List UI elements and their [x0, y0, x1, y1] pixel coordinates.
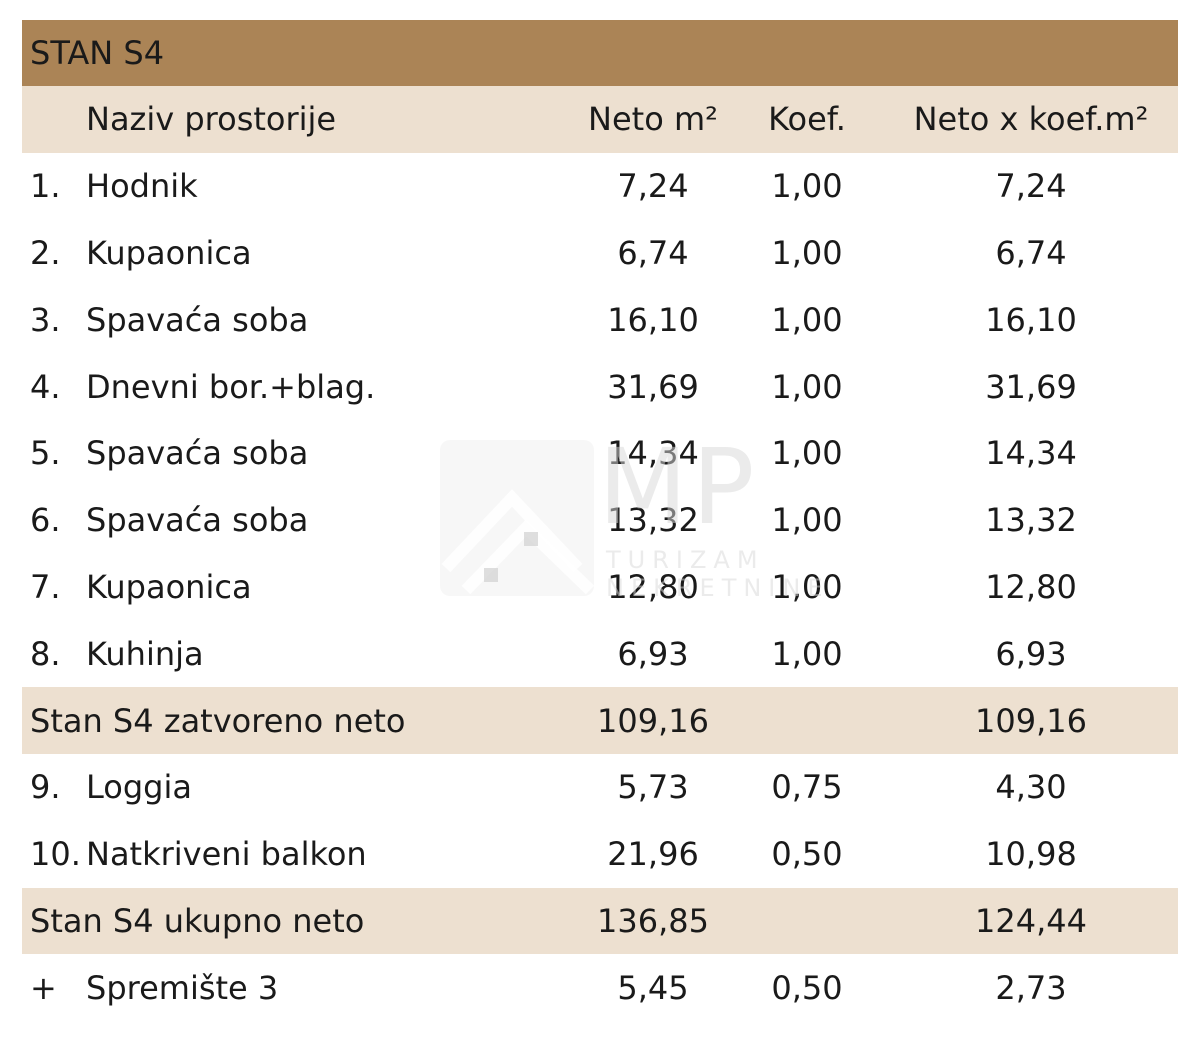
- subtotal-label: Stan S4 zatvoreno neto: [30, 701, 406, 740]
- subtotal-label: Stan S4 ukupno neto: [30, 901, 365, 940]
- table-row: 7. Kupaonica 12,80 1,00 12,80: [22, 554, 1178, 621]
- table-header-row: Naziv prostorije Neto m² Koef. Neto x ko…: [22, 86, 1178, 153]
- table-row: 6. Spavaća soba 13,32 1,00 13,32: [22, 487, 1178, 554]
- table-row: 1. Hodnik 7,24 1,00 7,24: [22, 153, 1178, 220]
- subtotal-neto-koef: 124,44: [975, 901, 1087, 940]
- table-title: STAN S4: [22, 20, 1178, 86]
- row-number: 5.: [30, 434, 61, 473]
- header-neto: Neto m²: [588, 100, 718, 139]
- room-name: Natkriveni balkon: [86, 835, 367, 874]
- neto-value: 5,73: [617, 768, 689, 807]
- neto-value: 7,24: [617, 167, 689, 206]
- subtotal-neto: 136,85: [597, 901, 709, 940]
- room-area-table: STAN S4 Naziv prostorije Neto m² Koef. N…: [22, 20, 1178, 1021]
- neto-value: 31,69: [607, 367, 699, 406]
- table-row: 10. Natkriveni balkon 21,96 0,50 10,98: [22, 821, 1178, 888]
- subtotal-neto: 109,16: [597, 701, 709, 740]
- koef-value: 0,75: [771, 768, 843, 807]
- room-name: Spavaća soba: [86, 300, 309, 339]
- subtotal-total-row: Stan S4 ukupno neto 136,85 124,44: [22, 887, 1178, 955]
- room-name: Spavaća soba: [86, 434, 309, 473]
- koef-value: 0,50: [771, 968, 843, 1007]
- row-number: 10.: [30, 835, 81, 874]
- room-name: Hodnik: [86, 167, 198, 206]
- neto-koef-value: 4,30: [995, 768, 1067, 807]
- row-number: 9.: [30, 768, 61, 807]
- neto-value: 14,34: [607, 434, 699, 473]
- koef-value: 1,00: [771, 367, 843, 406]
- table-row: 9. Loggia 5,73 0,75 4,30: [22, 754, 1178, 821]
- room-name: Kupaonica: [86, 233, 252, 272]
- room-name: Kupaonica: [86, 567, 252, 606]
- header-room-name: Naziv prostorije: [86, 100, 337, 139]
- koef-value: 1,00: [771, 233, 843, 272]
- neto-value: 5,45: [617, 968, 689, 1007]
- neto-koef-value: 13,32: [985, 501, 1077, 540]
- neto-value: 16,10: [607, 300, 699, 339]
- neto-koef-value: 16,10: [985, 300, 1077, 339]
- header-koef: Koef.: [768, 100, 846, 139]
- neto-koef-value: 31,69: [985, 367, 1077, 406]
- neto-koef-value: 6,93: [995, 634, 1067, 673]
- neto-koef-value: 12,80: [985, 567, 1077, 606]
- neto-koef-value: 10,98: [985, 835, 1077, 874]
- room-name: Spremište 3: [86, 968, 279, 1007]
- table-row: 3. Spavaća soba 16,10 1,00 16,10: [22, 286, 1178, 353]
- neto-value: 6,74: [617, 233, 689, 272]
- neto-koef-value: 6,74: [995, 233, 1067, 272]
- room-name: Loggia: [86, 768, 192, 807]
- koef-value: 1,00: [771, 167, 843, 206]
- room-name: Dnevni bor.+blag.: [86, 367, 376, 406]
- row-number: +: [30, 968, 57, 1007]
- table-row: 8. Kuhinja 6,93 1,00 6,93: [22, 620, 1178, 687]
- koef-value: 1,00: [771, 501, 843, 540]
- header-neto-koef: Neto x koef.m²: [913, 100, 1149, 139]
- subtotal-closed-row: Stan S4 zatvoreno neto 109,16 109,16: [22, 687, 1178, 754]
- neto-koef-value: 2,73: [995, 968, 1067, 1007]
- row-number: 7.: [30, 567, 61, 606]
- neto-koef-value: 7,24: [995, 167, 1067, 206]
- neto-value: 13,32: [607, 501, 699, 540]
- row-number: 2.: [30, 233, 61, 272]
- koef-value: 1,00: [771, 300, 843, 339]
- row-number: 6.: [30, 501, 61, 540]
- table-row: 4. Dnevni bor.+blag. 31,69 1,00 31,69: [22, 353, 1178, 420]
- neto-koef-value: 14,34: [985, 434, 1077, 473]
- neto-value: 12,80: [607, 567, 699, 606]
- koef-value: 1,00: [771, 634, 843, 673]
- koef-value: 0,50: [771, 835, 843, 874]
- room-name: Kuhinja: [86, 634, 204, 673]
- row-number: 1.: [30, 167, 61, 206]
- table-row: 5. Spavaća soba 14,34 1,00 14,34: [22, 420, 1178, 487]
- koef-value: 1,00: [771, 567, 843, 606]
- koef-value: 1,00: [771, 434, 843, 473]
- row-number: 8.: [30, 634, 61, 673]
- storage-row: + Spremište 3 5,45 0,50 2,73: [22, 954, 1178, 1021]
- room-name: Spavaća soba: [86, 501, 309, 540]
- table-row: 2. Kupaonica 6,74 1,00 6,74: [22, 220, 1178, 287]
- neto-value: 21,96: [607, 835, 699, 874]
- row-number: 4.: [30, 367, 61, 406]
- neto-value: 6,93: [617, 634, 689, 673]
- row-number: 3.: [30, 300, 61, 339]
- subtotal-neto-koef: 109,16: [975, 701, 1087, 740]
